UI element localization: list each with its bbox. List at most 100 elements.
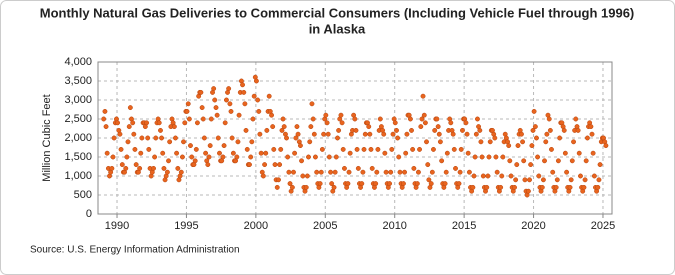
point (487, 139, 493, 145)
point (471, 173, 477, 179)
y-tick-label: 2,500 (64, 113, 92, 125)
point (428, 181, 434, 187)
point (499, 173, 505, 179)
point (375, 146, 381, 152)
point (173, 135, 178, 141)
x-tick-label: 1995 (174, 220, 198, 232)
point (115, 120, 121, 126)
point (377, 116, 383, 122)
point (466, 169, 472, 175)
point (492, 135, 498, 141)
point (591, 173, 597, 179)
point (286, 169, 292, 175)
point (367, 131, 373, 137)
point (178, 169, 184, 175)
point (527, 177, 532, 183)
point (279, 127, 285, 133)
point (308, 124, 314, 130)
point (156, 120, 162, 126)
point (280, 116, 286, 122)
point (292, 150, 298, 156)
point (333, 154, 339, 160)
point (498, 184, 504, 190)
point (368, 146, 374, 152)
point (435, 124, 441, 130)
point (241, 89, 247, 95)
point (256, 108, 262, 114)
point (420, 93, 426, 99)
point (362, 131, 368, 137)
point (193, 146, 199, 152)
point (285, 154, 291, 160)
point (198, 89, 204, 95)
point (189, 154, 195, 160)
point (432, 127, 438, 133)
point (597, 162, 603, 168)
point (152, 154, 158, 160)
point (442, 181, 448, 187)
point (451, 146, 457, 152)
point (345, 181, 351, 187)
point (126, 124, 132, 130)
point (401, 181, 406, 187)
point (132, 146, 138, 152)
point (480, 173, 486, 179)
point (319, 146, 325, 152)
point (453, 165, 458, 171)
x-tick-label: 2000 (244, 220, 268, 232)
point (409, 127, 414, 133)
point (266, 93, 272, 99)
point (540, 177, 546, 183)
point (230, 150, 236, 156)
point (257, 131, 263, 137)
point (513, 177, 519, 183)
point (437, 139, 443, 145)
point (200, 116, 206, 122)
point (312, 154, 318, 160)
point (346, 169, 352, 175)
point (272, 162, 278, 168)
point (221, 143, 227, 149)
point (271, 146, 277, 152)
point (124, 154, 130, 160)
point (542, 158, 547, 164)
point (188, 143, 193, 149)
point (222, 120, 228, 126)
point (583, 158, 589, 164)
point (417, 146, 423, 152)
point (212, 97, 218, 103)
point (133, 162, 139, 168)
point (208, 116, 214, 122)
point (174, 150, 180, 156)
point (307, 139, 313, 145)
point (249, 139, 255, 145)
point (263, 150, 269, 156)
point (215, 135, 221, 141)
point (539, 184, 545, 190)
point (596, 177, 602, 183)
point (158, 127, 163, 133)
point (179, 154, 185, 160)
point (318, 169, 324, 175)
point (515, 143, 521, 149)
point (160, 150, 166, 156)
point (484, 184, 490, 190)
point (131, 131, 137, 137)
point (373, 181, 379, 187)
point (144, 120, 150, 126)
point (291, 169, 296, 175)
point (310, 116, 316, 122)
point (479, 154, 485, 160)
point (223, 97, 229, 103)
y-tick-label: 1,000 (64, 170, 92, 182)
point (419, 116, 425, 122)
point (404, 131, 410, 137)
point (247, 162, 252, 168)
point (506, 143, 512, 149)
point (300, 173, 306, 179)
point (392, 120, 398, 126)
point (278, 146, 284, 152)
point (486, 154, 492, 160)
point (402, 169, 408, 175)
